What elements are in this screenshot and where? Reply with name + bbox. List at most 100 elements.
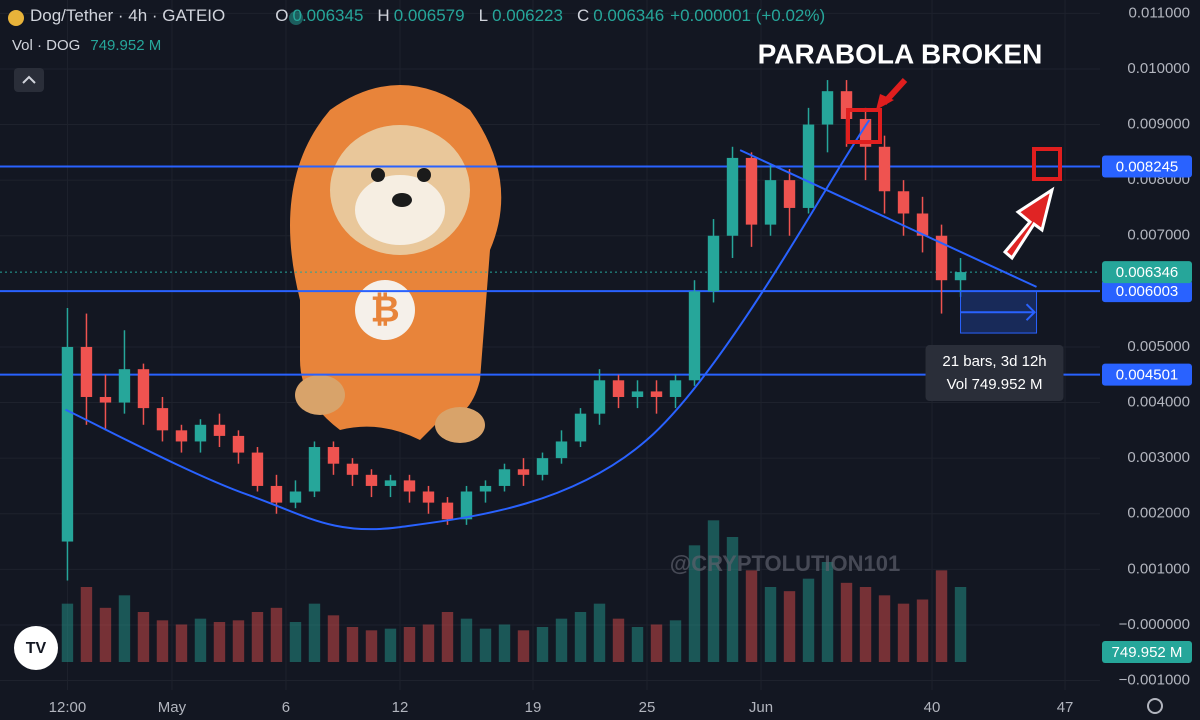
volume-bar: [935, 570, 948, 662]
candle-body: [726, 157, 739, 236]
axes: 0.0110000.0100000.0090000.0080000.007000…: [49, 0, 1200, 720]
volume-bar: [859, 587, 872, 662]
ohlc-label: L: [478, 6, 489, 25]
candle-body: [441, 502, 454, 520]
volume-tag: [1102, 641, 1192, 663]
volume-tag-label: 749.952 M: [1112, 644, 1183, 661]
candle-body: [707, 235, 720, 292]
candle-body: [422, 491, 435, 503]
candle-body: [631, 391, 644, 397]
volume-bar: [61, 603, 74, 662]
ohlc: O 0.006345 H 0.006579 L 0.006223 C 0.006346: [265, 6, 664, 26]
y-tick-label: 0.001000: [1127, 560, 1190, 577]
candle-body: [175, 430, 188, 442]
parabola: [65, 119, 871, 531]
x-tick-label: 6: [282, 699, 290, 716]
volume-bar: [878, 595, 891, 662]
level-label: 0.006003: [1116, 283, 1179, 300]
volume-bar: [441, 612, 454, 662]
candle-body: [878, 146, 891, 192]
candle-body: [308, 447, 321, 492]
candle-body: [460, 491, 473, 520]
volume-bar: [764, 587, 777, 662]
candle-body: [612, 380, 625, 397]
level-label: 0.008245: [1116, 158, 1179, 175]
x-tick-label: 40: [924, 699, 941, 716]
ohlc-value: 0.006223: [492, 6, 563, 25]
y-tick-label: 0.009000: [1127, 116, 1190, 133]
ohlc-value: 0.006345: [292, 6, 364, 25]
candle-body: [650, 391, 663, 397]
candle-body: [156, 408, 169, 431]
logo[interactable]: [14, 626, 58, 670]
y-tick-label: 0.010000: [1127, 60, 1190, 77]
settings-button[interactable]: [1147, 698, 1163, 714]
measure-vol: Vol 749.952 M: [947, 376, 1043, 393]
status-icon: [289, 11, 303, 25]
x-tick-label: 19: [525, 699, 542, 716]
candle-body: [897, 191, 910, 214]
candle-body: [802, 124, 815, 208]
volume-bar: [498, 624, 511, 662]
volume-bar: [327, 615, 340, 662]
candle-body: [61, 346, 74, 542]
volume-bar: [783, 591, 796, 662]
volume-bar: [156, 620, 169, 662]
volume-pane: [61, 520, 967, 662]
candle-body: [517, 469, 530, 475]
level-tag: [1102, 155, 1192, 178]
x-tick-label: 25: [639, 699, 656, 716]
volume-bar: [308, 603, 321, 662]
candle-body: [783, 180, 796, 208]
price-tag: [1102, 261, 1192, 284]
collapse-button[interactable]: [14, 68, 44, 92]
candle-body: [764, 180, 777, 225]
x-tick-label: 47: [1057, 699, 1074, 716]
y-tick-label: 0.004000: [1127, 394, 1190, 411]
volume-bar: [745, 570, 758, 662]
volume-bar: [232, 620, 245, 662]
plot: 21 bars, 3d 12h Vol 749.952 M: [0, 80, 1100, 581]
level-tag: [1102, 363, 1192, 386]
candle-body: [688, 291, 701, 381]
volume-bar: [213, 622, 226, 662]
y-tick-label: 0.007000: [1127, 227, 1190, 244]
volume-legend: Vol · DOG 749.952 M: [12, 37, 161, 54]
candle-body: [384, 480, 397, 486]
candle-body: [574, 413, 587, 442]
grid: [0, 0, 1100, 690]
price-label: 0.006346: [1116, 264, 1179, 281]
candle-body: [270, 485, 283, 503]
candle-body: [118, 369, 131, 403]
volume-bar: [593, 603, 606, 662]
y-tick-label: 0.011000: [1129, 4, 1190, 21]
volume-bar: [536, 627, 549, 662]
level-tag: [1102, 280, 1192, 303]
volume-bar: [194, 618, 207, 662]
ohlc-label: O: [275, 6, 289, 25]
candle-body: [365, 474, 378, 486]
x-tick-label: Jun: [749, 699, 773, 716]
volume-bar: [137, 612, 150, 662]
trendline: [739, 149, 1037, 288]
candle-body: [745, 157, 758, 225]
y-tick-label: 0.002000: [1127, 505, 1190, 522]
candle-body: [821, 91, 834, 125]
volume-bar: [422, 624, 435, 662]
chevron: [22, 75, 36, 84]
volume-bar: [916, 599, 929, 662]
volume-bar: [346, 627, 359, 662]
marker-box: [846, 108, 882, 144]
volume-bar: [574, 612, 587, 662]
volume-bar: [479, 628, 492, 662]
measure-tooltip: [925, 345, 1064, 402]
candle-body: [232, 435, 245, 453]
arrow-head: [876, 94, 894, 110]
level-label: 0.004501: [1116, 367, 1179, 384]
y-tick-label: 0.003000: [1127, 449, 1190, 466]
annotation: PARABOLA BROKEN: [758, 38, 1043, 69]
candle-body: [327, 447, 340, 464]
volume-bar: [726, 537, 739, 662]
volume-bar: [821, 562, 834, 662]
x-tick-label: 12:00: [49, 699, 87, 716]
